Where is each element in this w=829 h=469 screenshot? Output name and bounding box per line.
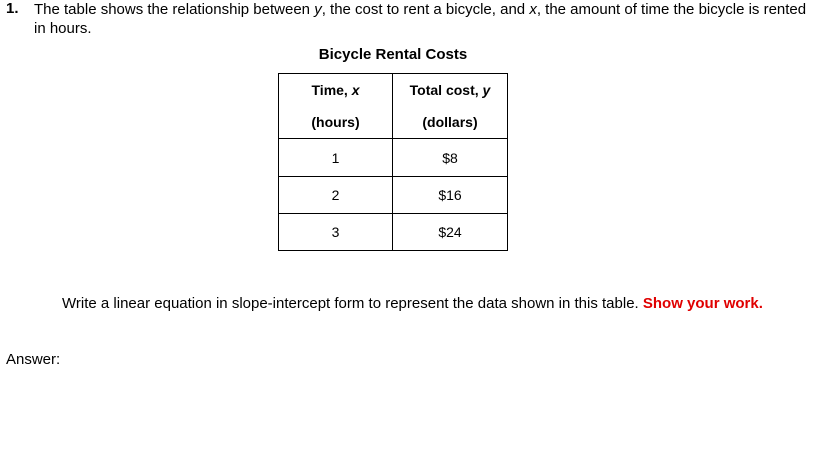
cell-cost: $8 bbox=[392, 138, 508, 177]
cell-cost: $16 bbox=[392, 176, 508, 214]
question-text: The table shows the relationship between… bbox=[34, 0, 814, 38]
question-text-part: , the amount of time the bicycle is rent… bbox=[34, 1, 807, 37]
header-time: Time, x (hours) bbox=[278, 73, 393, 139]
header-unit: (dollars) bbox=[422, 114, 478, 130]
table-row: 1 $8 bbox=[278, 138, 508, 177]
question-var-y: y bbox=[314, 1, 322, 18]
question-var-x: x bbox=[529, 1, 537, 18]
header-var: y bbox=[482, 82, 491, 98]
question-text-part: , the cost to rent a bicycle, and bbox=[321, 1, 530, 18]
header-var: x bbox=[351, 82, 360, 98]
question-number: 1. bbox=[6, 0, 19, 17]
prompt-emphasis: Show your work. bbox=[642, 295, 763, 312]
header-label: Time, bbox=[311, 82, 352, 98]
prompt-body: Write a linear equation in slope-interce… bbox=[62, 295, 643, 312]
header-label: Total cost, bbox=[409, 82, 483, 98]
table-header-row: Time, x (hours) Total cost, y (dollars) bbox=[278, 73, 508, 139]
table-row: 3 $24 bbox=[278, 213, 508, 251]
header-cost: Total cost, y (dollars) bbox=[392, 73, 508, 139]
table-row: 2 $16 bbox=[278, 176, 508, 214]
table-title: Bicycle Rental Costs bbox=[318, 46, 468, 63]
question-text-part: The table shows the relationship between bbox=[34, 1, 315, 18]
prompt-text: Write a linear equation in slope-interce… bbox=[62, 295, 763, 312]
cell-time: 3 bbox=[278, 213, 393, 251]
cell-time: 1 bbox=[278, 138, 393, 177]
cell-cost: $24 bbox=[392, 213, 508, 251]
header-unit: (hours) bbox=[311, 114, 360, 130]
answer-label: Answer: bbox=[6, 351, 61, 368]
rental-table: Time, x (hours) Total cost, y (dollars) 1 $… bbox=[278, 73, 508, 251]
cell-time: 2 bbox=[278, 176, 393, 214]
